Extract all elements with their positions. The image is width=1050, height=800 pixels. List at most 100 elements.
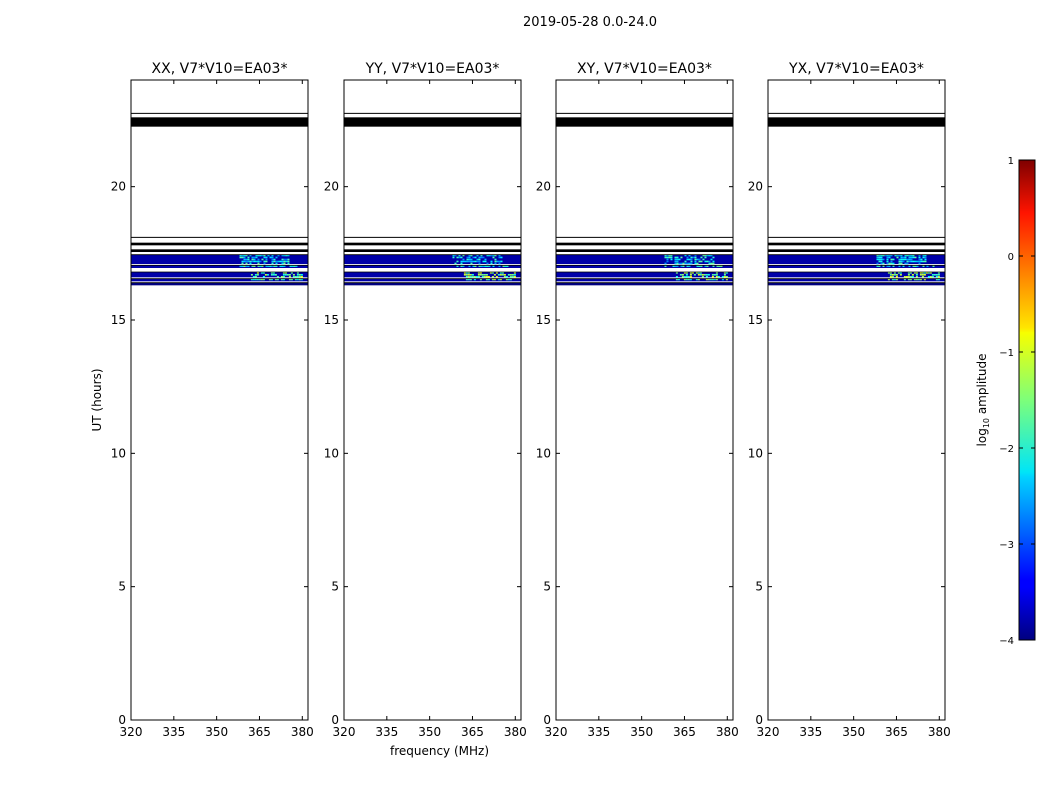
- heatmap-cell: [893, 274, 896, 276]
- band-fill: [768, 254, 945, 264]
- y-tick-label: 20: [748, 180, 763, 194]
- heatmap-cell: [908, 258, 911, 261]
- heatmap-cell: [509, 274, 512, 276]
- heatmap-cell: [482, 265, 485, 267]
- heatmap-cell: [256, 274, 259, 276]
- heatmap-cell: [245, 265, 248, 267]
- heatmap-cell: [902, 260, 905, 263]
- band-fill: [768, 282, 945, 286]
- heatmap-cell: [893, 278, 896, 281]
- heatmap-cell: [684, 254, 687, 257]
- heatmap-cell: [907, 278, 910, 281]
- heatmap-cell: [880, 256, 883, 259]
- heatmap-cell: [703, 274, 706, 276]
- heatmap-cell: [241, 254, 244, 257]
- heatmap-cell: [509, 278, 512, 281]
- heatmap-cell: [882, 258, 885, 261]
- x-tick-label: 335: [375, 725, 398, 739]
- heatmap-cell: [712, 265, 715, 267]
- heatmap-cell: [888, 254, 891, 257]
- heatmap-cell: [902, 265, 905, 267]
- heatmap-cell: [254, 274, 257, 276]
- heatmap-cell: [270, 278, 273, 281]
- heatmap-cell: [895, 278, 898, 281]
- heatmap-cell: [676, 262, 679, 265]
- heatmap-cell: [269, 256, 272, 259]
- heatmap-cell: [300, 274, 303, 276]
- heatmap-cell: [285, 254, 288, 257]
- heatmap-cell: [281, 265, 284, 267]
- heatmap-cell: [685, 276, 688, 278]
- heatmap-cell: [487, 276, 490, 278]
- heatmap-cell: [259, 260, 262, 263]
- heatmap-cell: [477, 272, 480, 274]
- heatmap-cell: [935, 276, 938, 278]
- heatmap-cell: [513, 272, 516, 274]
- heatmap-cell: [243, 258, 246, 261]
- heatmap-cell: [710, 254, 713, 257]
- heatmap-cell: [239, 265, 242, 267]
- heatmap-cell: [700, 265, 703, 267]
- y-tick-label: 10: [111, 446, 126, 460]
- heatmap-cell: [495, 276, 498, 278]
- heatmap-cell: [888, 265, 891, 267]
- heatmap-cell: [468, 265, 471, 267]
- heatmap-cell: [491, 272, 494, 274]
- panels: XX, V7*V10=EA03*320 335 350 365 38005101520Y…: [111, 61, 951, 758]
- heatmap-cell: [935, 274, 938, 276]
- heatmap-cell: [929, 272, 932, 274]
- heatmap-cell: [287, 254, 290, 257]
- heatmap-cell: [243, 256, 246, 259]
- heatmap-cell: [700, 260, 703, 263]
- heatmap-cell: [264, 274, 267, 276]
- x-tick-label: 365: [885, 725, 908, 739]
- heatmap-cell: [688, 258, 691, 261]
- heatmap-cell: [916, 260, 919, 263]
- heatmap-cell: [488, 265, 491, 267]
- heatmap-cell: [468, 258, 471, 261]
- heatmap-cell: [715, 278, 718, 281]
- heatmap-cell: [922, 254, 925, 257]
- heatmap-band: [556, 278, 733, 282]
- heatmap-cell: [906, 262, 909, 265]
- heatmap-cell: [243, 265, 246, 267]
- heatmap-cell: [913, 272, 916, 274]
- y-tick-label: 15: [748, 313, 763, 327]
- heatmap-cell: [243, 260, 246, 263]
- heatmap-cell: [674, 256, 677, 259]
- heatmap-cell: [903, 276, 906, 278]
- heatmap-cell: [904, 258, 907, 261]
- heatmap-cell: [295, 265, 298, 267]
- heatmap-cell: [917, 278, 920, 281]
- heatmap-cell: [456, 256, 459, 259]
- heatmap-cell: [927, 276, 930, 278]
- heatmap-cell: [921, 276, 924, 278]
- heatmap-cell: [468, 260, 471, 263]
- heatmap-cell: [898, 254, 901, 257]
- heatmap-cell: [473, 278, 476, 281]
- heatmap-cell: [286, 274, 289, 276]
- heatmap-cell: [294, 278, 297, 281]
- heatmap-cell: [288, 276, 291, 278]
- heatmap-band: [556, 271, 733, 278]
- heatmap-cell: [918, 258, 921, 261]
- heatmap-cell: [250, 274, 253, 276]
- heatmap-cell: [270, 274, 273, 276]
- heatmap-cell: [277, 254, 280, 257]
- heatmap-cell: [886, 265, 889, 267]
- heatmap-cell: [668, 256, 671, 259]
- heatmap-cell: [889, 276, 892, 278]
- heatmap-cell: [452, 254, 455, 257]
- heatmap-band: [344, 254, 521, 265]
- heatmap-cell: [711, 274, 714, 276]
- heatmap-cell: [712, 262, 715, 265]
- heatmap-cell: [705, 276, 708, 278]
- heatmap-cell: [501, 272, 504, 274]
- heatmap-cell: [466, 260, 469, 263]
- heatmap-cell: [690, 256, 693, 259]
- heatmap-cell: [896, 256, 899, 259]
- heatmap-cell: [470, 258, 473, 261]
- heatmap-cell: [898, 258, 901, 261]
- heatmap-cell: [710, 262, 713, 265]
